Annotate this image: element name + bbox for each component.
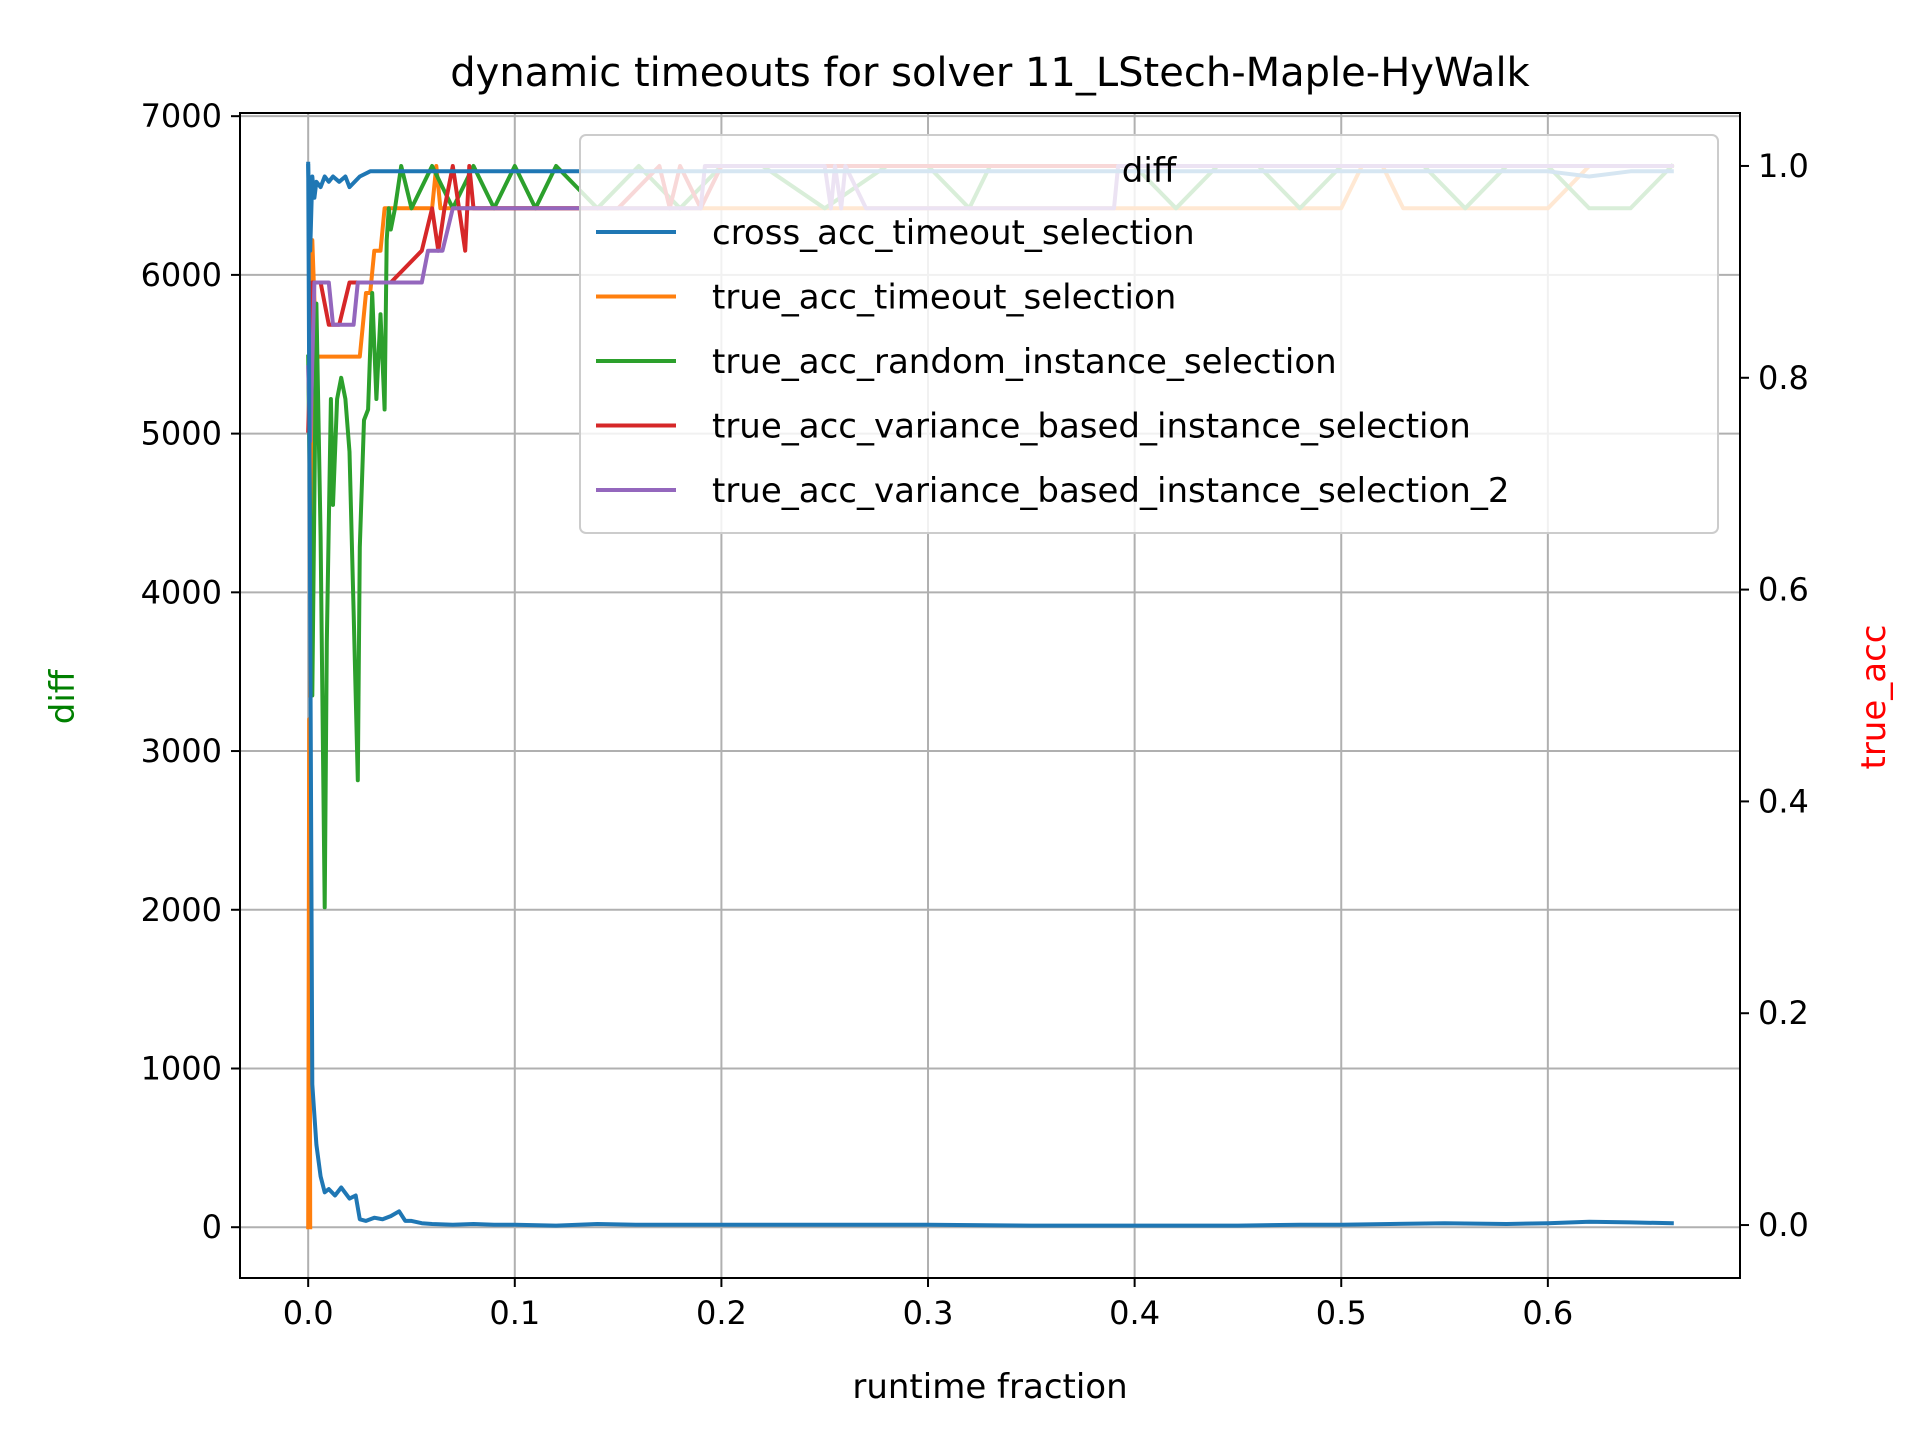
y-left-tick-label: 4000 <box>141 573 222 611</box>
x-tick-label: 0.4 <box>1109 1294 1160 1332</box>
y-right-tick-label: 0.8 <box>1758 359 1809 397</box>
x-tick-label: 0.0 <box>283 1294 334 1332</box>
y-right-tick-label: 0.4 <box>1758 782 1809 820</box>
axis-ticks: 0.0 0.1 0.2 0.3 0.4 0.5 0.6 0 1000 2000 3000 4000 50… <box>141 97 1809 1332</box>
y-axis-left-label: diff <box>43 668 83 724</box>
legend-label: true_acc_variance_based_instance_selecti… <box>712 407 1471 447</box>
y-right-tick-label: 1.0 <box>1758 147 1809 185</box>
legend-items: cross_acc_timeout_selection true_acc_time… <box>596 213 1510 511</box>
legend-label: true_acc_random_instance_selection <box>712 342 1337 382</box>
legend-title: diff <box>1122 151 1178 191</box>
legend-box <box>579 134 1719 534</box>
y-left-tick-label: 2000 <box>141 891 222 929</box>
series-line-cross-acc-timeout-selection-left <box>306 161 1674 1228</box>
y-left-tick-label: 7000 <box>141 97 222 135</box>
legend: diff cross_acc_timeout_selection true_acc… <box>579 134 1719 534</box>
y-left-tick-label: 5000 <box>141 415 222 453</box>
y-axis-right-label: true_acc <box>1854 625 1894 770</box>
plot-area-frame <box>239 112 1741 1279</box>
y-left-tick-label: 6000 <box>141 256 222 294</box>
x-tick-label: 0.3 <box>903 1294 954 1332</box>
chart-title: dynamic timeouts for solver 11_LStech-Ma… <box>450 50 1530 96</box>
y-right-tick-label: 0.2 <box>1758 994 1809 1032</box>
x-tick-label: 0.5 <box>1316 1294 1367 1332</box>
x-tick-label: 0.6 <box>1522 1294 1573 1332</box>
y-right-tick-label: 0.6 <box>1758 571 1809 609</box>
legend-label: true_acc_variance_based_instance_selecti… <box>712 471 1510 511</box>
x-tick-label: 0.1 <box>489 1294 540 1332</box>
y-right-tick-label: 0.0 <box>1758 1206 1809 1244</box>
legend-label: cross_acc_timeout_selection <box>712 213 1195 253</box>
y-left-tick-label: 1000 <box>141 1049 222 1087</box>
legend-label: true_acc_timeout_selection <box>712 278 1176 318</box>
x-tick-label: 0.2 <box>696 1294 747 1332</box>
x-axis-label: runtime fraction <box>852 1367 1127 1407</box>
y-left-tick-label: 0 <box>202 1208 222 1246</box>
y-left-tick-label: 3000 <box>141 732 222 770</box>
